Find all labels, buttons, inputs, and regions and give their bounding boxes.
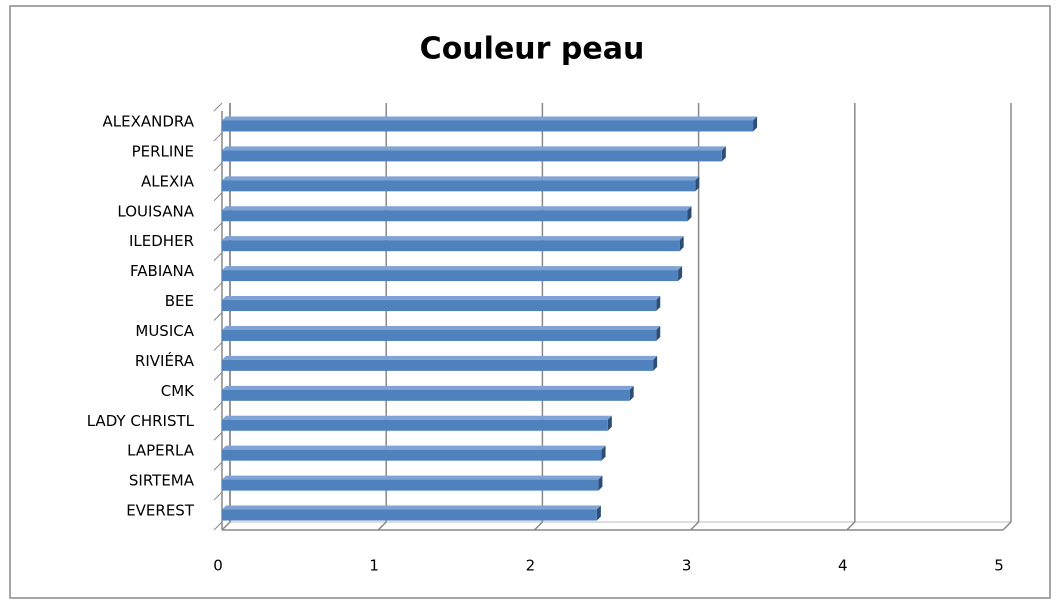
bar-side bbox=[656, 325, 661, 341]
bar bbox=[222, 359, 654, 371]
y-tick-label: ILEDHER bbox=[129, 232, 194, 250]
y-tick bbox=[213, 132, 223, 142]
bar bbox=[222, 329, 657, 341]
bar bbox=[222, 270, 679, 282]
y-tick bbox=[213, 491, 223, 501]
y-tick-label: ALEXIA bbox=[141, 172, 195, 190]
y-tick-label: RIVIÉRA bbox=[135, 351, 195, 370]
bar-top bbox=[222, 355, 658, 360]
bar-top bbox=[222, 146, 726, 151]
bar-side bbox=[653, 355, 658, 371]
y-tick bbox=[213, 342, 223, 351]
bar-side bbox=[678, 266, 683, 282]
bar-top bbox=[222, 266, 683, 271]
bar-side bbox=[753, 116, 758, 132]
y-tick-label: LADY CHRISTL bbox=[87, 412, 195, 430]
y-tick bbox=[213, 222, 223, 232]
bar bbox=[222, 210, 688, 222]
x-tick-label: 1 bbox=[369, 557, 379, 575]
bar bbox=[222, 479, 599, 491]
bar bbox=[222, 449, 602, 461]
bar-side bbox=[596, 505, 601, 521]
bar bbox=[222, 150, 722, 162]
bar-top bbox=[222, 116, 758, 121]
y-tick bbox=[213, 312, 223, 321]
bar bbox=[222, 180, 696, 192]
y-tick-label: EVEREST bbox=[126, 502, 195, 520]
y-tick bbox=[213, 461, 223, 471]
y-tick-label: LAPERLA bbox=[127, 442, 195, 460]
bar-side bbox=[695, 176, 700, 192]
y-tick-label: ALEXANDRA bbox=[103, 112, 195, 130]
bar-top bbox=[222, 475, 603, 480]
bar-top bbox=[222, 415, 612, 420]
bar bbox=[222, 509, 597, 521]
grid-floor bbox=[221, 521, 231, 531]
bar-side bbox=[656, 296, 661, 312]
bar-top bbox=[222, 206, 692, 211]
grid-floor bbox=[377, 521, 387, 531]
x-tick-label: 0 bbox=[213, 557, 223, 575]
y-tick-label: CMK bbox=[161, 382, 195, 400]
bar-side bbox=[687, 206, 692, 222]
bar-side bbox=[607, 415, 612, 431]
bar-top bbox=[222, 325, 661, 330]
grid-floor bbox=[690, 521, 700, 531]
grid-floor bbox=[1002, 521, 1012, 531]
y-tick-label: MUSICA bbox=[135, 322, 194, 340]
bar-top bbox=[222, 236, 684, 241]
bar-top bbox=[222, 505, 601, 510]
y-tick-label: BEE bbox=[165, 292, 194, 310]
bar bbox=[222, 389, 630, 401]
bar-side bbox=[601, 445, 606, 461]
y-tick bbox=[213, 102, 223, 112]
x-tick-label: 4 bbox=[838, 557, 848, 575]
bar-top bbox=[222, 385, 634, 390]
bar bbox=[222, 300, 657, 312]
bar bbox=[222, 120, 754, 132]
y-tick-label: PERLINE bbox=[132, 142, 194, 160]
y-tick-label: FABIANA bbox=[130, 262, 195, 280]
grid-floor bbox=[846, 521, 856, 531]
y-tick-label: SIRTEMA bbox=[129, 472, 195, 490]
y-tick bbox=[213, 192, 223, 202]
bar-side bbox=[598, 475, 603, 491]
bar-top bbox=[222, 296, 661, 301]
bar-side bbox=[721, 146, 726, 162]
bar bbox=[222, 419, 608, 431]
y-tick bbox=[213, 162, 223, 172]
y-tick bbox=[213, 282, 223, 291]
x-tick-label: 2 bbox=[526, 557, 536, 575]
y-tick bbox=[213, 401, 223, 411]
y-tick bbox=[213, 252, 223, 261]
x-tick-label: 5 bbox=[994, 557, 1004, 575]
y-tick bbox=[213, 521, 223, 531]
bar-side bbox=[679, 236, 684, 252]
y-tick-label: LOUISANA bbox=[117, 202, 194, 220]
grid-floor bbox=[533, 521, 543, 531]
x-tick-label: 3 bbox=[682, 557, 692, 575]
y-tick bbox=[213, 372, 223, 381]
y-tick bbox=[213, 431, 223, 441]
bar-top bbox=[222, 445, 606, 450]
chart-title: Couleur peau bbox=[420, 32, 645, 67]
bar-side bbox=[629, 385, 634, 401]
bar bbox=[222, 240, 680, 252]
bar-top bbox=[222, 176, 700, 181]
